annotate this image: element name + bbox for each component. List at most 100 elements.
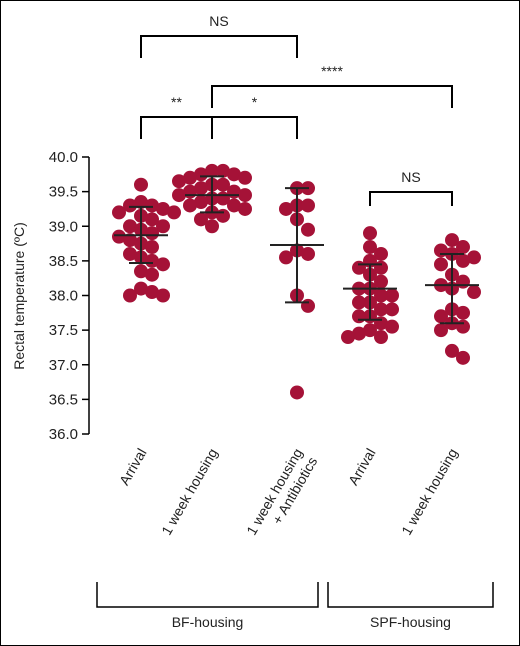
data-point — [167, 205, 181, 220]
data-point — [112, 205, 126, 220]
y-axis-title: Rectal temperature (ºC) — [11, 222, 27, 370]
data-point — [145, 285, 159, 300]
data-point — [194, 167, 208, 182]
data-point — [301, 222, 315, 237]
data-point — [145, 240, 159, 255]
data-point — [456, 253, 470, 268]
data-point — [205, 163, 219, 178]
data-point — [216, 163, 230, 178]
y-axis-title-group: Rectal temperature (ºC) — [11, 222, 27, 370]
significance-bracket — [211, 116, 298, 139]
significance-label: * — [252, 94, 258, 110]
data-point — [385, 288, 399, 303]
data-point — [434, 257, 448, 272]
x-category-label: 1 week housing+ Antibiotics — [243, 446, 320, 547]
group-bracket — [327, 582, 494, 608]
data-point — [290, 385, 304, 400]
data-point — [194, 181, 208, 196]
data-point — [123, 233, 137, 248]
x-category-label: Arrival — [345, 446, 379, 488]
group-brackets: BF-housing SPF-housing — [96, 582, 494, 630]
data-point — [279, 201, 293, 216]
data-point — [145, 226, 159, 241]
data-point — [238, 170, 252, 185]
data-point — [183, 170, 197, 185]
x-category-label-line: 1 week housing — [398, 446, 461, 538]
data-point — [123, 219, 137, 234]
significance-label: NS — [401, 169, 420, 185]
data-point — [156, 219, 170, 234]
y-tick-label: 39.0 — [49, 218, 78, 235]
data-point — [301, 198, 315, 213]
x-axis-category-labels: Arrival 1 week housing 1 week housing+ Ant… — [116, 446, 461, 547]
significance-bracket — [369, 191, 453, 206]
data-point — [112, 229, 126, 244]
data-point — [385, 319, 399, 334]
data-point — [134, 281, 148, 296]
significance-label: **** — [321, 63, 343, 79]
data-point — [374, 330, 388, 345]
group-bracket — [96, 582, 319, 608]
data-point — [385, 302, 399, 317]
y-tick-label: 36.0 — [49, 426, 78, 443]
x-category-label-line: 1 week housing — [158, 446, 221, 538]
data-point — [134, 264, 148, 279]
data-point — [456, 350, 470, 365]
y-tick-label: 37.0 — [49, 357, 78, 374]
data-point — [216, 177, 230, 192]
data-point — [456, 240, 470, 255]
y-tick-label: 38.0 — [49, 288, 78, 305]
data-point — [467, 285, 481, 300]
data-point — [434, 323, 448, 338]
data-point — [183, 198, 197, 213]
data-point — [279, 250, 293, 265]
data-point — [445, 233, 459, 248]
data-point — [172, 174, 186, 189]
data-point — [194, 195, 208, 210]
data-point — [123, 198, 137, 213]
data-point — [134, 195, 148, 210]
y-axis: 40.0 39.5 39.0 38.5 38.0 37.5 37.0 36.5 36.0 — [49, 149, 90, 443]
x-category-label: 1 week housing — [158, 446, 221, 538]
data-point — [145, 198, 159, 213]
data-point — [134, 177, 148, 192]
data-point — [352, 295, 366, 310]
data-point — [123, 288, 137, 303]
data-point — [363, 240, 377, 255]
data-point — [456, 305, 470, 320]
significance-brackets: NS** *****NS — [140, 13, 453, 206]
x-category-label-line: Arrival — [116, 446, 150, 488]
data-point — [434, 309, 448, 324]
data-point — [145, 212, 159, 227]
data-point — [467, 250, 481, 265]
y-tick-label: 38.5 — [49, 253, 78, 270]
data-point — [227, 167, 241, 182]
group-label: BF-housing — [172, 614, 244, 630]
data-point — [374, 302, 388, 317]
y-tick-label: 37.5 — [49, 322, 78, 339]
x-category-label: Arrival — [116, 446, 150, 488]
data-point — [374, 246, 388, 261]
data-point — [352, 309, 366, 324]
data-point — [238, 188, 252, 203]
x-category-label: 1 week housing — [398, 446, 461, 538]
significance-bracket — [140, 35, 298, 58]
data-point — [172, 188, 186, 203]
data-point — [374, 274, 388, 289]
data-point — [363, 323, 377, 338]
data-point — [156, 288, 170, 303]
data-point — [456, 319, 470, 334]
data-point — [145, 267, 159, 282]
data-point — [374, 288, 388, 303]
data-point — [341, 330, 355, 345]
data-point — [216, 208, 230, 223]
data-point — [156, 257, 170, 272]
x-category-label-line: Arrival — [345, 446, 379, 488]
data-point — [301, 298, 315, 313]
group-label: SPF-housing — [370, 614, 451, 630]
data-point — [363, 226, 377, 241]
data-point — [352, 326, 366, 341]
significance-label: ** — [171, 94, 182, 110]
data-point — [238, 201, 252, 216]
